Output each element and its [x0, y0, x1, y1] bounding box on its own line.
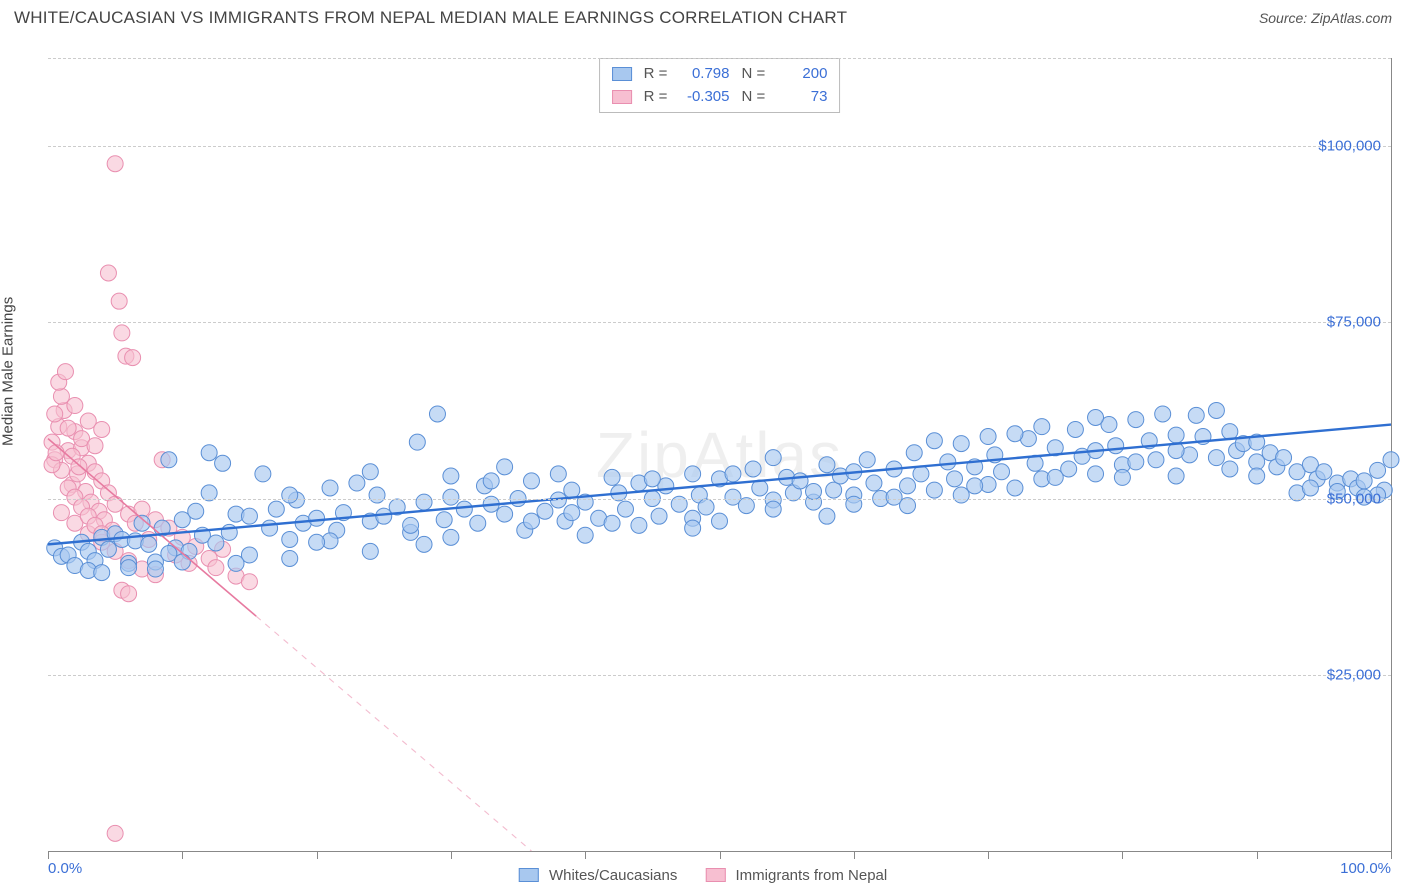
y-tick-label: $50,000 — [1327, 490, 1381, 507]
series-label-blue: Whites/Caucasians — [549, 867, 677, 884]
y-tick-label: $25,000 — [1327, 666, 1381, 683]
n-value-blue: 200 — [771, 63, 827, 86]
series-label-pink: Immigrants from Nepal — [736, 867, 888, 884]
source-label: Source: ZipAtlas.com — [1259, 10, 1392, 26]
n-value-pink: 73 — [771, 86, 827, 109]
y-axis-label: Median Male Earnings — [0, 297, 17, 446]
x-axis-min-label: 0.0% — [48, 860, 82, 877]
r-value-pink: -0.305 — [674, 86, 730, 109]
series-legend: Whites/Caucasians Immigrants from Nepal — [519, 867, 887, 884]
legend-swatch-pink — [612, 90, 632, 104]
y-tick-label: $100,000 — [1318, 138, 1381, 155]
x-axis-max-label: 100.0% — [1340, 860, 1391, 877]
y-tick-label: $75,000 — [1327, 314, 1381, 331]
correlation-legend: R = 0.798 N = 200 R = -0.305 N = 73 — [599, 58, 841, 113]
legend-swatch-blue-bottom — [519, 868, 539, 882]
legend-swatch-blue — [612, 67, 632, 81]
legend-swatch-pink-bottom — [705, 868, 725, 882]
scatter-svg — [48, 58, 1391, 851]
chart-plot-area: ZipAtlas R = 0.798 N = 200 R = -0.305 N … — [48, 58, 1392, 852]
chart-title: WHITE/CAUCASIAN VS IMMIGRANTS FROM NEPAL… — [14, 8, 847, 28]
r-value-blue: 0.798 — [674, 63, 730, 86]
